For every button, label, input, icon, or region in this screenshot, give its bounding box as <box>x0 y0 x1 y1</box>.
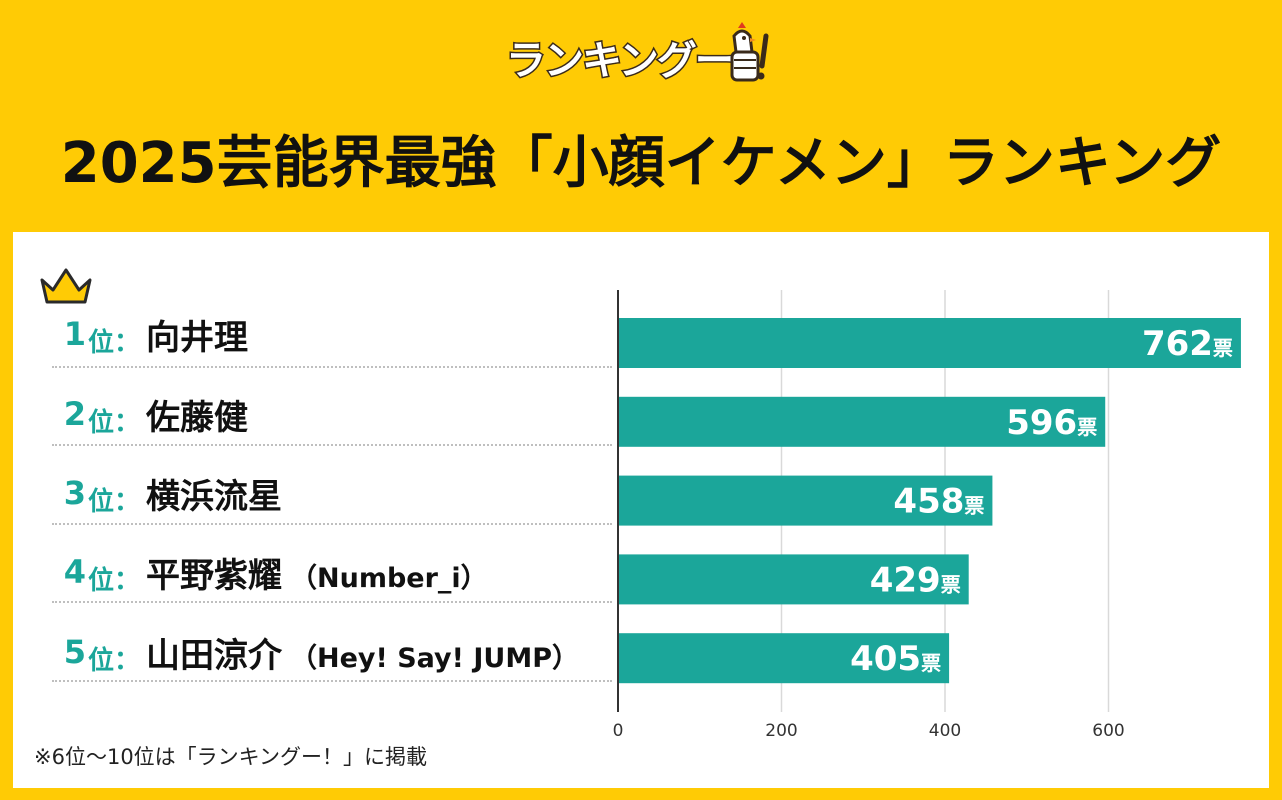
bar-value-label: 458票 <box>893 482 984 522</box>
bar <box>618 633 950 684</box>
x-tick-label: 0 <box>613 721 624 741</box>
bar-value-unit: 票 <box>964 494 984 518</box>
rank-suffix: 位： <box>88 487 141 517</box>
rank-suffix: 位： <box>88 566 141 596</box>
person-name: 佐藤健 <box>146 390 256 439</box>
rank-suffix: 位： <box>88 408 141 438</box>
bar-value-label: 762票 <box>1142 324 1233 364</box>
bar <box>618 475 993 526</box>
thumbs-up-bird-icon <box>730 22 769 82</box>
bar <box>618 554 969 605</box>
bar-value-unit: 票 <box>1077 415 1097 439</box>
bar-value-number: 405 <box>850 639 921 679</box>
rank-suffix: 位： <box>88 328 141 358</box>
rank-number: 3 <box>63 474 86 512</box>
person-name-text: 向井理 <box>146 318 248 358</box>
person-name-text: 横浜流星 <box>146 477 282 517</box>
x-tick-label: 400 <box>929 721 961 741</box>
bar-value-number: 429 <box>870 560 941 600</box>
bar-value-label: 405票 <box>850 639 941 679</box>
group-name: （Number_i） <box>290 563 488 594</box>
person-name-text: 平野紫耀 <box>146 556 282 596</box>
rank-number: 1 <box>63 315 86 353</box>
bar-value-unit: 票 <box>921 651 941 675</box>
bar-value-label: 596票 <box>1006 403 1097 443</box>
bar-value-unit: 票 <box>1213 336 1233 360</box>
row-divider <box>52 680 612 682</box>
person-name: 横浜流星 <box>146 469 290 518</box>
person-name: 向井理 <box>146 310 256 359</box>
person-name: 平野紫耀 （Number_i） <box>146 548 488 597</box>
person-name-text: 山田涼介 <box>146 636 282 676</box>
person-name-text: 佐藤健 <box>146 398 248 438</box>
bar-value-label: 429票 <box>870 560 961 600</box>
bar <box>618 396 1106 447</box>
row-divider <box>52 523 612 525</box>
bar <box>618 318 1241 368</box>
bar-value-number: 596 <box>1006 403 1077 443</box>
row-divider <box>52 444 612 446</box>
rank-number: 2 <box>63 395 86 433</box>
bar-value-number: 458 <box>893 482 964 522</box>
x-tick-label: 200 <box>765 721 797 741</box>
rank-number: 4 <box>63 553 86 591</box>
logo: ランキングー! <box>500 22 782 88</box>
rank-number: 5 <box>63 633 86 671</box>
bar-value-unit: 票 <box>941 572 961 596</box>
row-divider <box>52 366 612 368</box>
x-tick-label: 600 <box>1092 721 1124 741</box>
group-name: （Hey! Say! JUMP） <box>290 643 579 674</box>
rank-suffix: 位： <box>88 646 141 676</box>
row-divider <box>52 601 612 603</box>
person-name: 山田涼介 （Hey! Say! JUMP） <box>146 628 579 677</box>
logo-text: ランキングー! <box>504 37 752 86</box>
bar-value-number: 762 <box>1142 324 1213 364</box>
footnote: ※6位〜10位は「ランキングー！」に掲載 <box>34 745 428 769</box>
page-title: 2025芸能界最強「小顔イケメン」ランキング <box>60 131 1222 196</box>
crown-icon <box>40 268 92 304</box>
